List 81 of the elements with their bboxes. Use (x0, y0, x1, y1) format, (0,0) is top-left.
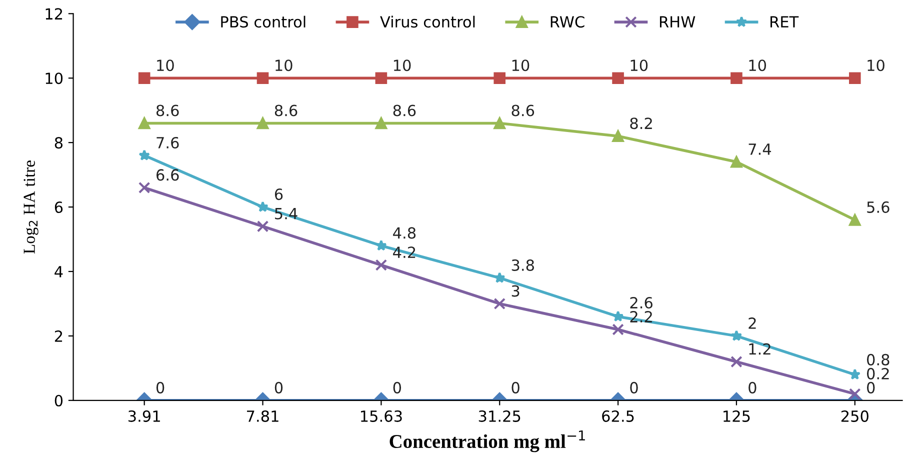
data-label: 8.6 (274, 104, 298, 116)
data-label: 10 (512, 60, 530, 72)
y-tick-label: 10 (46, 72, 63, 84)
data-label: 10 (749, 60, 766, 72)
point (612, 130, 624, 142)
point (730, 72, 742, 84)
point (494, 272, 506, 283)
data-label: 0 (630, 382, 638, 394)
data-label: 5.6 (867, 201, 890, 213)
point (375, 72, 388, 84)
point (256, 72, 269, 84)
data-label: 10 (394, 60, 411, 72)
data-label: 8.6 (512, 104, 534, 116)
x-tick-label: 7.81 (247, 410, 278, 422)
data-label: 10 (276, 60, 292, 72)
data-label: 0 (274, 382, 283, 394)
point (494, 72, 506, 84)
data-label: 0.2 (867, 368, 889, 380)
data-label: 4.8 (393, 227, 416, 239)
data-label: 0 (867, 382, 875, 394)
point (256, 220, 269, 232)
y-tick-label: 8 (54, 137, 63, 149)
point (494, 298, 506, 310)
legend-label: RWC (550, 16, 584, 28)
data-label: 8.6 (393, 104, 416, 116)
data-label: 8.2 (630, 118, 652, 130)
data-label: 10 (157, 60, 174, 72)
data-label: 3 (512, 285, 520, 297)
point (257, 201, 268, 212)
point (848, 72, 861, 84)
x-tick-label: 15.63 (360, 410, 402, 422)
point (849, 368, 861, 380)
legend-label: RET (770, 16, 799, 28)
legend-label: Virus control (380, 16, 475, 28)
y-tick-label: 2 (54, 330, 62, 342)
data-label: 0 (512, 382, 520, 394)
y-tick-label: 6 (54, 201, 63, 214)
point (848, 214, 861, 226)
point (730, 330, 742, 341)
point (138, 150, 150, 160)
x-axis-title: Concentration mg ml$^{−1}$ (390, 430, 585, 452)
data-label: 2.6 (630, 296, 652, 309)
point (138, 182, 150, 194)
data-label: 3.8 (512, 259, 534, 271)
data-label: 7.4 (748, 144, 772, 155)
point (376, 240, 387, 251)
point (256, 117, 269, 130)
data-label: 0.8 (867, 354, 890, 366)
x-tick-label: 31.25 (478, 410, 520, 422)
legend-label: RHW (660, 16, 696, 28)
point (612, 324, 624, 336)
y-axis-title: Log$_{2}$ HA titre (24, 160, 38, 254)
point (375, 259, 388, 271)
point (494, 117, 506, 130)
y-tick-label: 12 (46, 8, 62, 20)
point (138, 72, 150, 84)
data-label: 0 (748, 382, 756, 394)
point (612, 310, 624, 322)
data-label: 10 (630, 60, 648, 72)
y-tick-label: 0 (54, 394, 63, 406)
data-label: 2 (748, 317, 756, 329)
data-label: 1.2 (749, 343, 770, 355)
point (730, 356, 742, 368)
point (848, 388, 861, 400)
legend-label: PBS control (221, 16, 306, 28)
point (375, 117, 388, 130)
data-label: 0 (393, 382, 402, 394)
y-tick-label: 4 (54, 266, 63, 278)
data-label: 7.6 (156, 136, 179, 148)
data-label: 10 (868, 60, 884, 72)
data-label: 6 (274, 188, 283, 200)
data-label: 0 (156, 382, 164, 394)
data-label: 6.6 (156, 169, 179, 181)
x-tick-label: 3.91 (128, 410, 160, 422)
data-label: 8.6 (156, 104, 179, 116)
point (138, 117, 150, 130)
x-tick-label: 125 (724, 410, 750, 422)
point (730, 156, 742, 168)
x-tick-label: 250 (841, 410, 868, 422)
x-tick-label: 62.5 (602, 410, 634, 422)
point (612, 72, 624, 84)
